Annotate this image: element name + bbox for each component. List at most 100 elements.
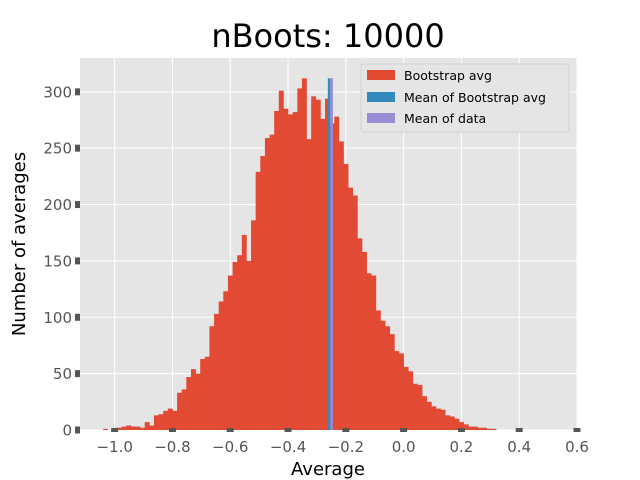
x-tick-label: 0.6 bbox=[565, 438, 589, 456]
histogram-bar bbox=[246, 260, 252, 430]
histogram-bar bbox=[348, 187, 354, 430]
y-tick-mark bbox=[75, 201, 80, 209]
histogram-bar bbox=[463, 424, 469, 430]
histogram-bar bbox=[311, 96, 317, 430]
histogram-bar bbox=[491, 428, 497, 430]
legend-swatch-mean-data bbox=[367, 113, 395, 123]
y-tick-label: 50 bbox=[53, 365, 72, 383]
x-tick-label: 0.2 bbox=[449, 438, 473, 456]
histogram-bar bbox=[468, 426, 474, 430]
histogram-bar bbox=[352, 195, 358, 430]
x-tick-label: −1.0 bbox=[96, 438, 132, 456]
histogram-bar bbox=[163, 410, 169, 430]
histogram-bar bbox=[149, 425, 155, 430]
histogram-bar bbox=[320, 118, 326, 430]
histogram-bar bbox=[172, 410, 178, 430]
histogram-bar bbox=[241, 234, 247, 430]
histogram-bar bbox=[223, 291, 229, 430]
y-axis-label: Number of averages bbox=[9, 152, 30, 336]
y-tick-label: 150 bbox=[43, 252, 72, 270]
histogram-bar bbox=[306, 139, 312, 430]
histogram-bar bbox=[218, 301, 224, 430]
histogram-bar bbox=[200, 358, 206, 430]
histogram-bar bbox=[301, 78, 307, 431]
histogram-bar bbox=[140, 427, 146, 430]
x-axis-ticks: −1.0 −0.8 −0.6 −0.4 −0.2 0.0 0.2 0.4 0.6 bbox=[96, 428, 589, 456]
histogram-bar bbox=[440, 409, 446, 430]
histogram-bar bbox=[274, 110, 280, 431]
histogram-bar bbox=[435, 408, 441, 430]
histogram-bar bbox=[232, 262, 238, 430]
histogram-bar bbox=[103, 428, 109, 430]
histogram-bar bbox=[292, 112, 298, 430]
histogram-bar bbox=[371, 275, 377, 430]
legend-swatch-mean-bootstrap bbox=[367, 92, 395, 102]
histogram-bar bbox=[315, 99, 321, 430]
x-tick-mark bbox=[457, 428, 465, 432]
histogram-bar bbox=[204, 356, 210, 430]
histogram-bar bbox=[325, 98, 330, 430]
histogram-bar bbox=[422, 396, 428, 430]
histogram-bar bbox=[334, 116, 340, 431]
histogram-bar bbox=[167, 408, 173, 430]
histogram-bar bbox=[214, 313, 219, 430]
histogram-bar bbox=[482, 427, 488, 430]
histogram-bar bbox=[264, 138, 270, 430]
histogram-bar bbox=[366, 273, 372, 430]
histogram-bar bbox=[260, 156, 266, 430]
x-tick-mark bbox=[284, 428, 292, 432]
x-tick-label: 0.4 bbox=[507, 438, 531, 456]
y-tick-label: 0 bbox=[62, 422, 72, 440]
histogram-bar bbox=[181, 389, 187, 430]
histogram-bar bbox=[297, 88, 303, 430]
histogram-bar bbox=[195, 373, 201, 430]
histogram-bar bbox=[288, 114, 293, 430]
histogram-bar bbox=[459, 422, 465, 430]
histogram-bar bbox=[454, 418, 460, 430]
x-tick-label: −0.6 bbox=[212, 438, 248, 456]
histogram-bar bbox=[403, 366, 409, 430]
histogram-bar bbox=[190, 369, 196, 430]
histogram-bar bbox=[227, 275, 233, 430]
x-tick-mark bbox=[342, 428, 350, 432]
histogram-bar bbox=[380, 320, 386, 430]
histogram-bar bbox=[116, 427, 122, 430]
mean-lines bbox=[327, 78, 333, 430]
x-tick-mark bbox=[400, 428, 408, 432]
histogram-bar bbox=[389, 334, 395, 430]
histogram-bars bbox=[103, 78, 497, 431]
x-tick-label: −0.4 bbox=[270, 438, 306, 456]
histogram-bar bbox=[375, 310, 381, 430]
histogram-bar bbox=[153, 415, 159, 430]
histogram-bar bbox=[278, 90, 284, 430]
histogram-bar bbox=[477, 427, 483, 430]
x-tick-label: −0.8 bbox=[154, 438, 190, 456]
x-tick-mark bbox=[168, 428, 176, 432]
histogram-bar bbox=[394, 351, 400, 430]
y-tick-label: 250 bbox=[43, 140, 72, 158]
histogram-bar bbox=[362, 251, 367, 430]
legend-label-mean-data: Mean of data bbox=[404, 111, 486, 126]
histogram-bar bbox=[177, 392, 183, 430]
legend: Bootstrap avg Mean of Bootstrap avg Mean… bbox=[360, 63, 570, 133]
x-tick-label: 0.0 bbox=[392, 438, 416, 456]
histogram-bar bbox=[385, 326, 391, 430]
histogram-bar bbox=[186, 377, 192, 430]
histogram-bar bbox=[449, 416, 455, 430]
histogram-bar bbox=[417, 384, 423, 430]
histogram-bar bbox=[121, 426, 127, 430]
histogram-bar bbox=[135, 426, 141, 430]
histogram-bar bbox=[237, 255, 243, 430]
histogram-bar bbox=[269, 134, 275, 430]
y-tick-label: 100 bbox=[43, 309, 72, 327]
x-tick-mark bbox=[573, 428, 581, 432]
y-tick-mark bbox=[75, 370, 80, 378]
x-tick-mark bbox=[515, 428, 523, 432]
histogram-bar bbox=[486, 428, 492, 430]
histogram-bar bbox=[209, 326, 215, 430]
histogram-bar bbox=[144, 422, 150, 430]
x-tick-mark bbox=[226, 428, 234, 432]
histogram-bar bbox=[126, 425, 132, 430]
histogram-bar bbox=[158, 414, 164, 430]
